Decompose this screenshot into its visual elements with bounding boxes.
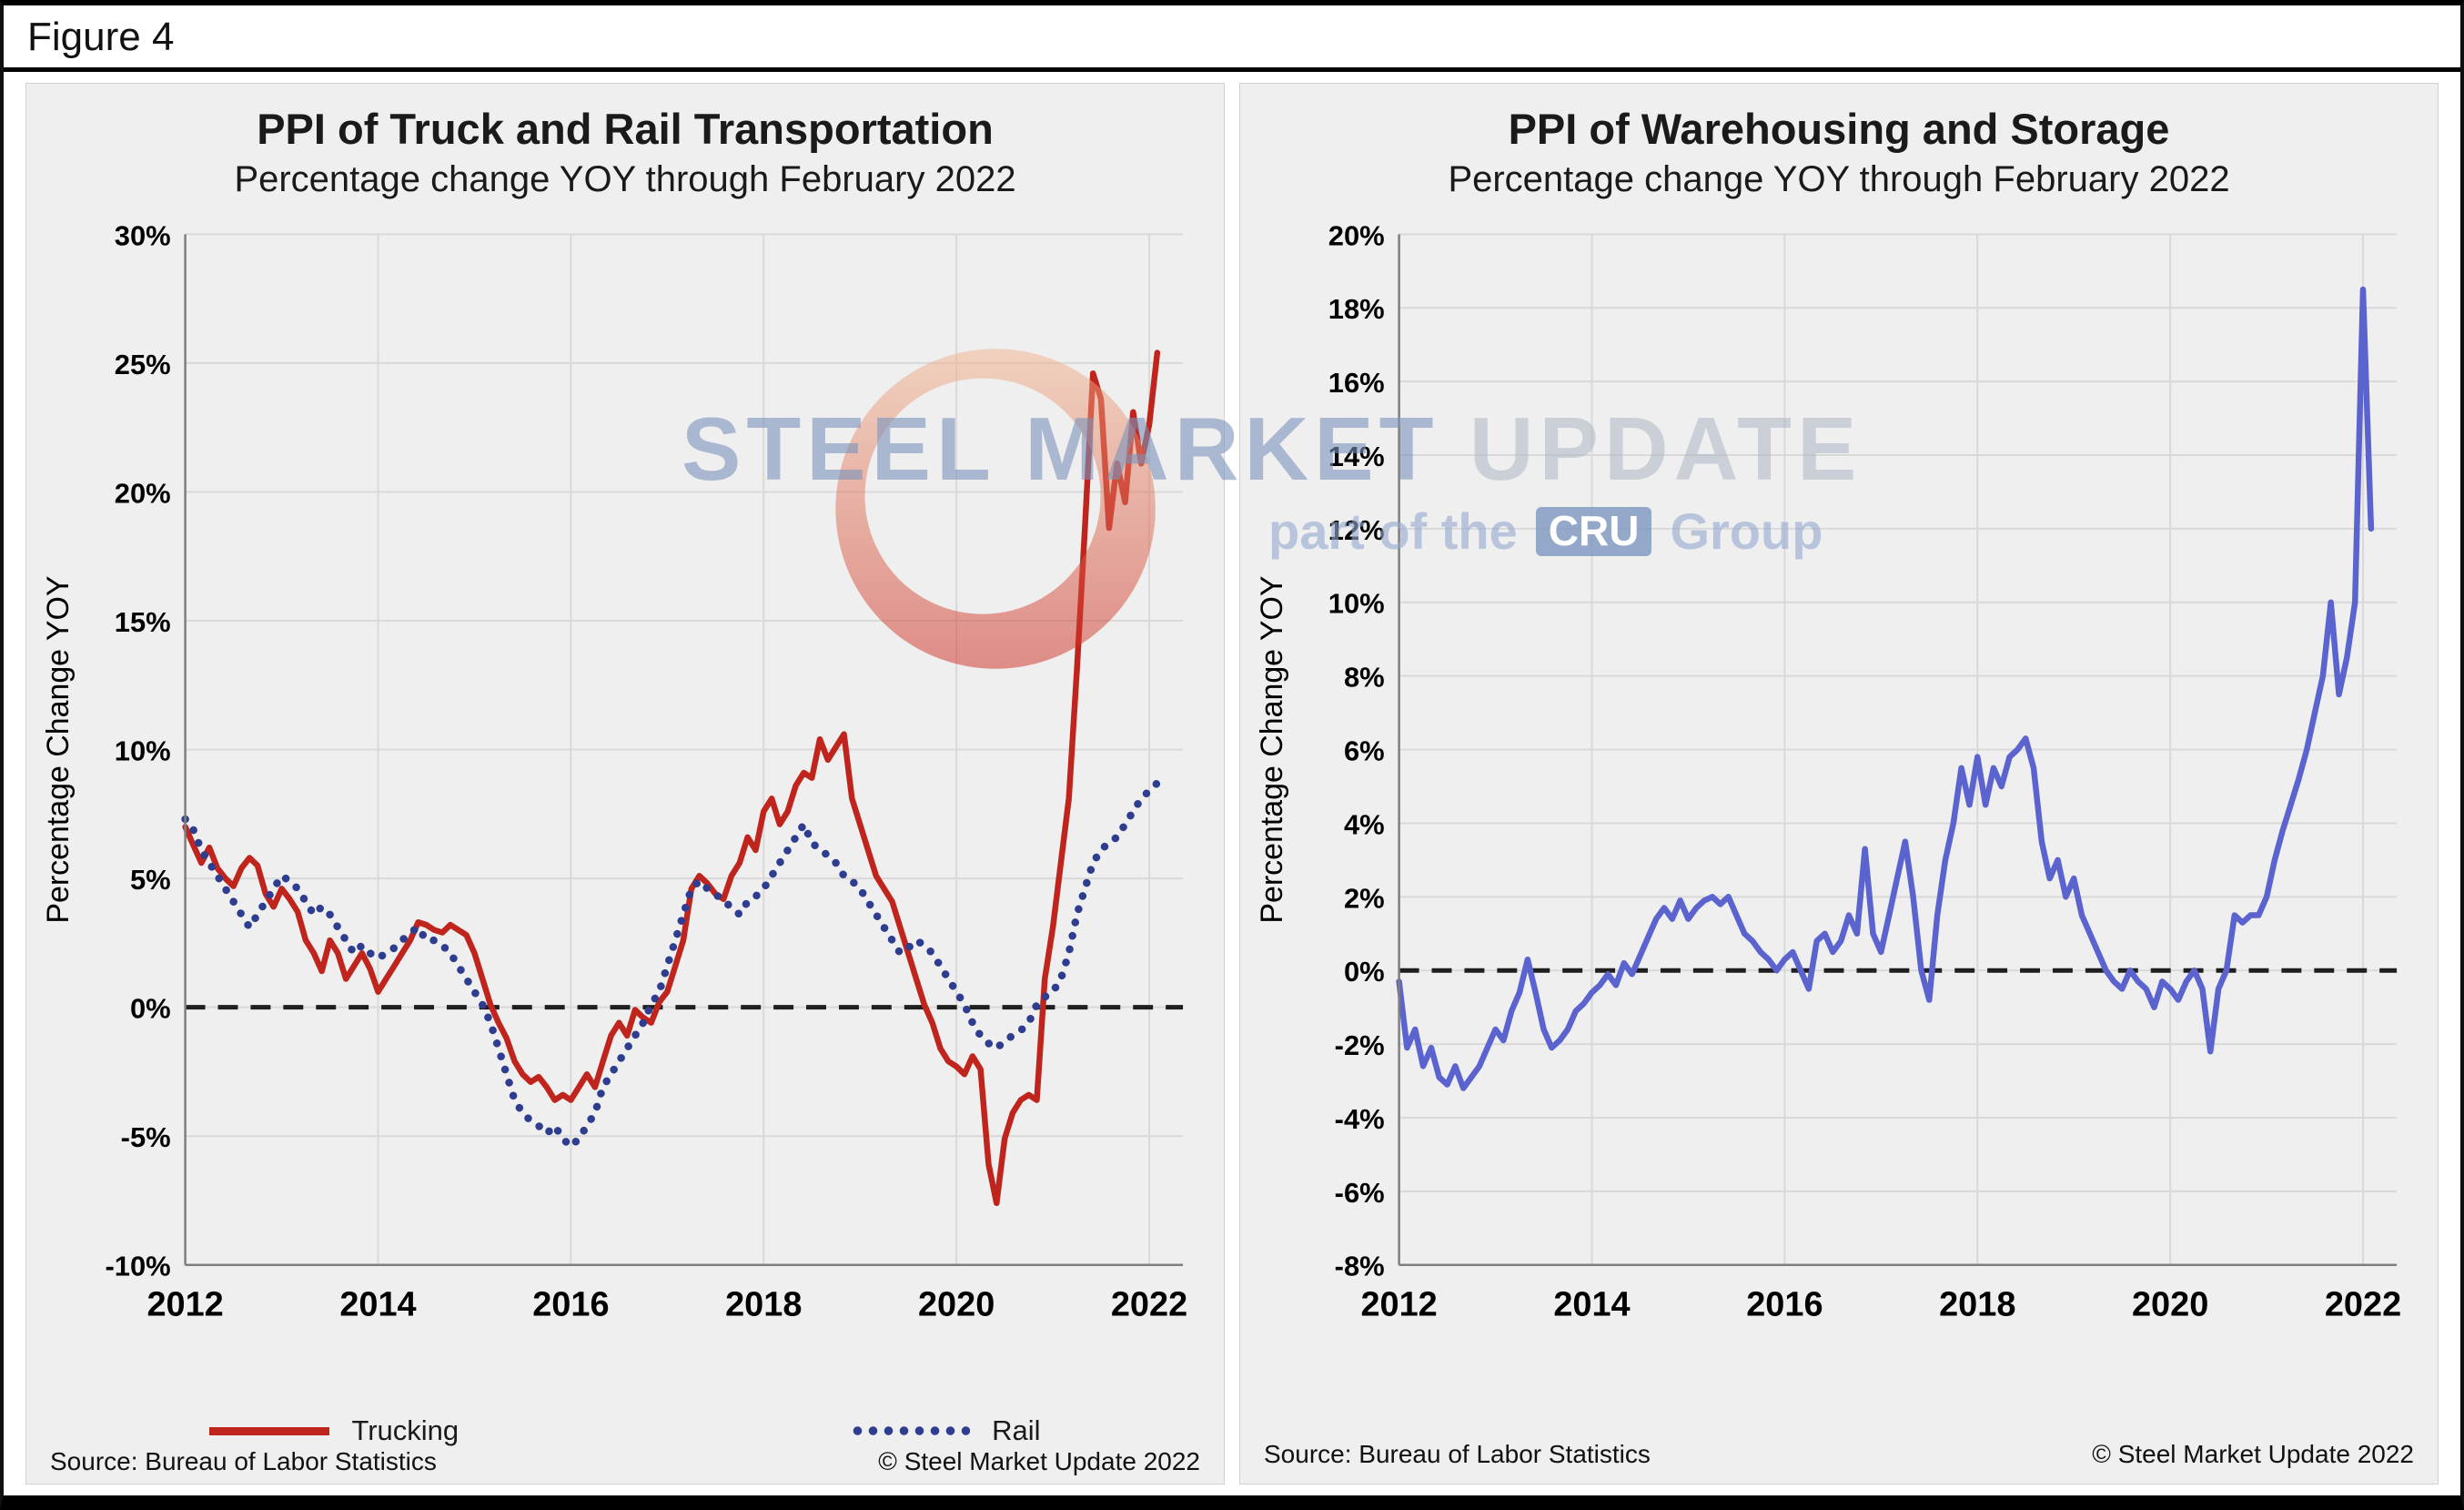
y-tick-label: 8% (1344, 662, 1385, 694)
y-tick-label: 25% (115, 349, 171, 380)
y-tick-label: 16% (1328, 367, 1385, 399)
rail-legend-label: Rail (992, 1414, 1041, 1446)
y-tick-label: 10% (1328, 588, 1385, 620)
x-tick-label: 2016 (532, 1286, 609, 1324)
y-tick-label: 20% (1328, 219, 1385, 251)
x-tick-label: 2012 (146, 1286, 223, 1324)
truck-rail-subtitle: Percentage change YOY through February 2… (234, 159, 1016, 199)
x-tick-label: 2020 (2132, 1286, 2208, 1324)
y-tick-label: 0% (1344, 956, 1385, 988)
x-tick-label: 2022 (1111, 1286, 1187, 1324)
y-tick-label: 14% (1328, 441, 1385, 472)
warehousing-series-line (1396, 286, 2375, 1091)
y-tick-label: 2% (1344, 882, 1385, 914)
rail-line-sample (850, 1425, 971, 1436)
truck-rail-panel: PPI of Truck and Rail Transportation Per… (25, 83, 1225, 1485)
y-tick-label: -5% (121, 1121, 171, 1153)
figure-label: Figure 4 (4, 5, 2460, 72)
truck-rail-chart: -10% -5% 0% 5% 10% 15% 20% 25% 30% 2012 2014 2016 20… (41, 219, 1187, 1324)
y-axis-title: Percentage Change YOY (41, 576, 76, 924)
copyright-note: © Steel Market Update 2022 (878, 1447, 1200, 1475)
x-tick-label: 2014 (339, 1286, 416, 1324)
trucking-line-sample (209, 1426, 330, 1435)
y-tick-label: 4% (1344, 808, 1385, 840)
x-tick-label: 2020 (918, 1286, 995, 1324)
copyright-note: © Steel Market Update 2022 (2092, 1440, 2414, 1468)
source-note: Source: Bureau of Labor Statistics (1264, 1440, 1651, 1468)
y-tick-label: -4% (1335, 1103, 1385, 1135)
x-tick-label: 2012 (1360, 1286, 1437, 1324)
x-tick-label: 2018 (725, 1286, 802, 1324)
truck-rail-footer: Source: Bureau of Labor Statistics © Ste… (26, 1447, 1224, 1491)
y-tick-label: 6% (1344, 735, 1385, 767)
y-tick-label: 30% (115, 219, 171, 251)
charts-row: PPI of Truck and Rail Transportation Per… (4, 72, 2460, 1495)
legend-spacer (1240, 1343, 2438, 1440)
source-note: Source: Bureau of Labor Statistics (50, 1447, 437, 1475)
warehousing-footer: Source: Bureau of Labor Statistics © Ste… (1240, 1440, 2438, 1484)
trucking-legend-label: Trucking (351, 1414, 459, 1446)
y-tick-label: 20% (115, 477, 171, 509)
x-tick-label: 2016 (1746, 1286, 1823, 1324)
y-tick-label: 15% (115, 606, 171, 638)
x-tick-label: 2022 (2325, 1286, 2401, 1324)
y-axis-title: Percentage Change YOY (1255, 576, 1289, 924)
y-tick-label: 0% (130, 993, 171, 1025)
legend-item-trucking: Trucking (209, 1414, 459, 1447)
y-tick-label: 5% (130, 864, 171, 896)
truck-rail-legend: Trucking Rail (26, 1414, 1224, 1447)
warehousing-title: PPI of Warehousing and Storage (1508, 105, 2170, 153)
y-tick-label: -8% (1335, 1251, 1385, 1282)
y-tick-label: 10% (115, 735, 171, 767)
x-tick-label: 2018 (1939, 1286, 2015, 1324)
y-tick-label: -2% (1335, 1029, 1385, 1061)
warehousing-subtitle: Percentage change YOY through February 2… (1448, 159, 2230, 199)
y-tick-label: 18% (1328, 293, 1385, 325)
rail-series-line (181, 779, 1162, 1150)
truck-rail-title: PPI of Truck and Rail Transportation (257, 105, 994, 153)
legend-item-rail: Rail (850, 1414, 1041, 1447)
x-tick-label: 2014 (1553, 1286, 1630, 1324)
y-tick-label: 12% (1328, 514, 1385, 546)
warehousing-chart: -8% -6% -4% -2% 0% 2% 4% 6% 8% 10% 12% 14% 16% 18% 20%… (1255, 219, 2401, 1324)
warehousing-panel: PPI of Warehousing and Storage Percentag… (1239, 83, 2439, 1485)
y-tick-label: -6% (1335, 1177, 1385, 1209)
y-tick-label: -10% (105, 1251, 170, 1282)
trucking-series-line (182, 350, 1161, 1207)
